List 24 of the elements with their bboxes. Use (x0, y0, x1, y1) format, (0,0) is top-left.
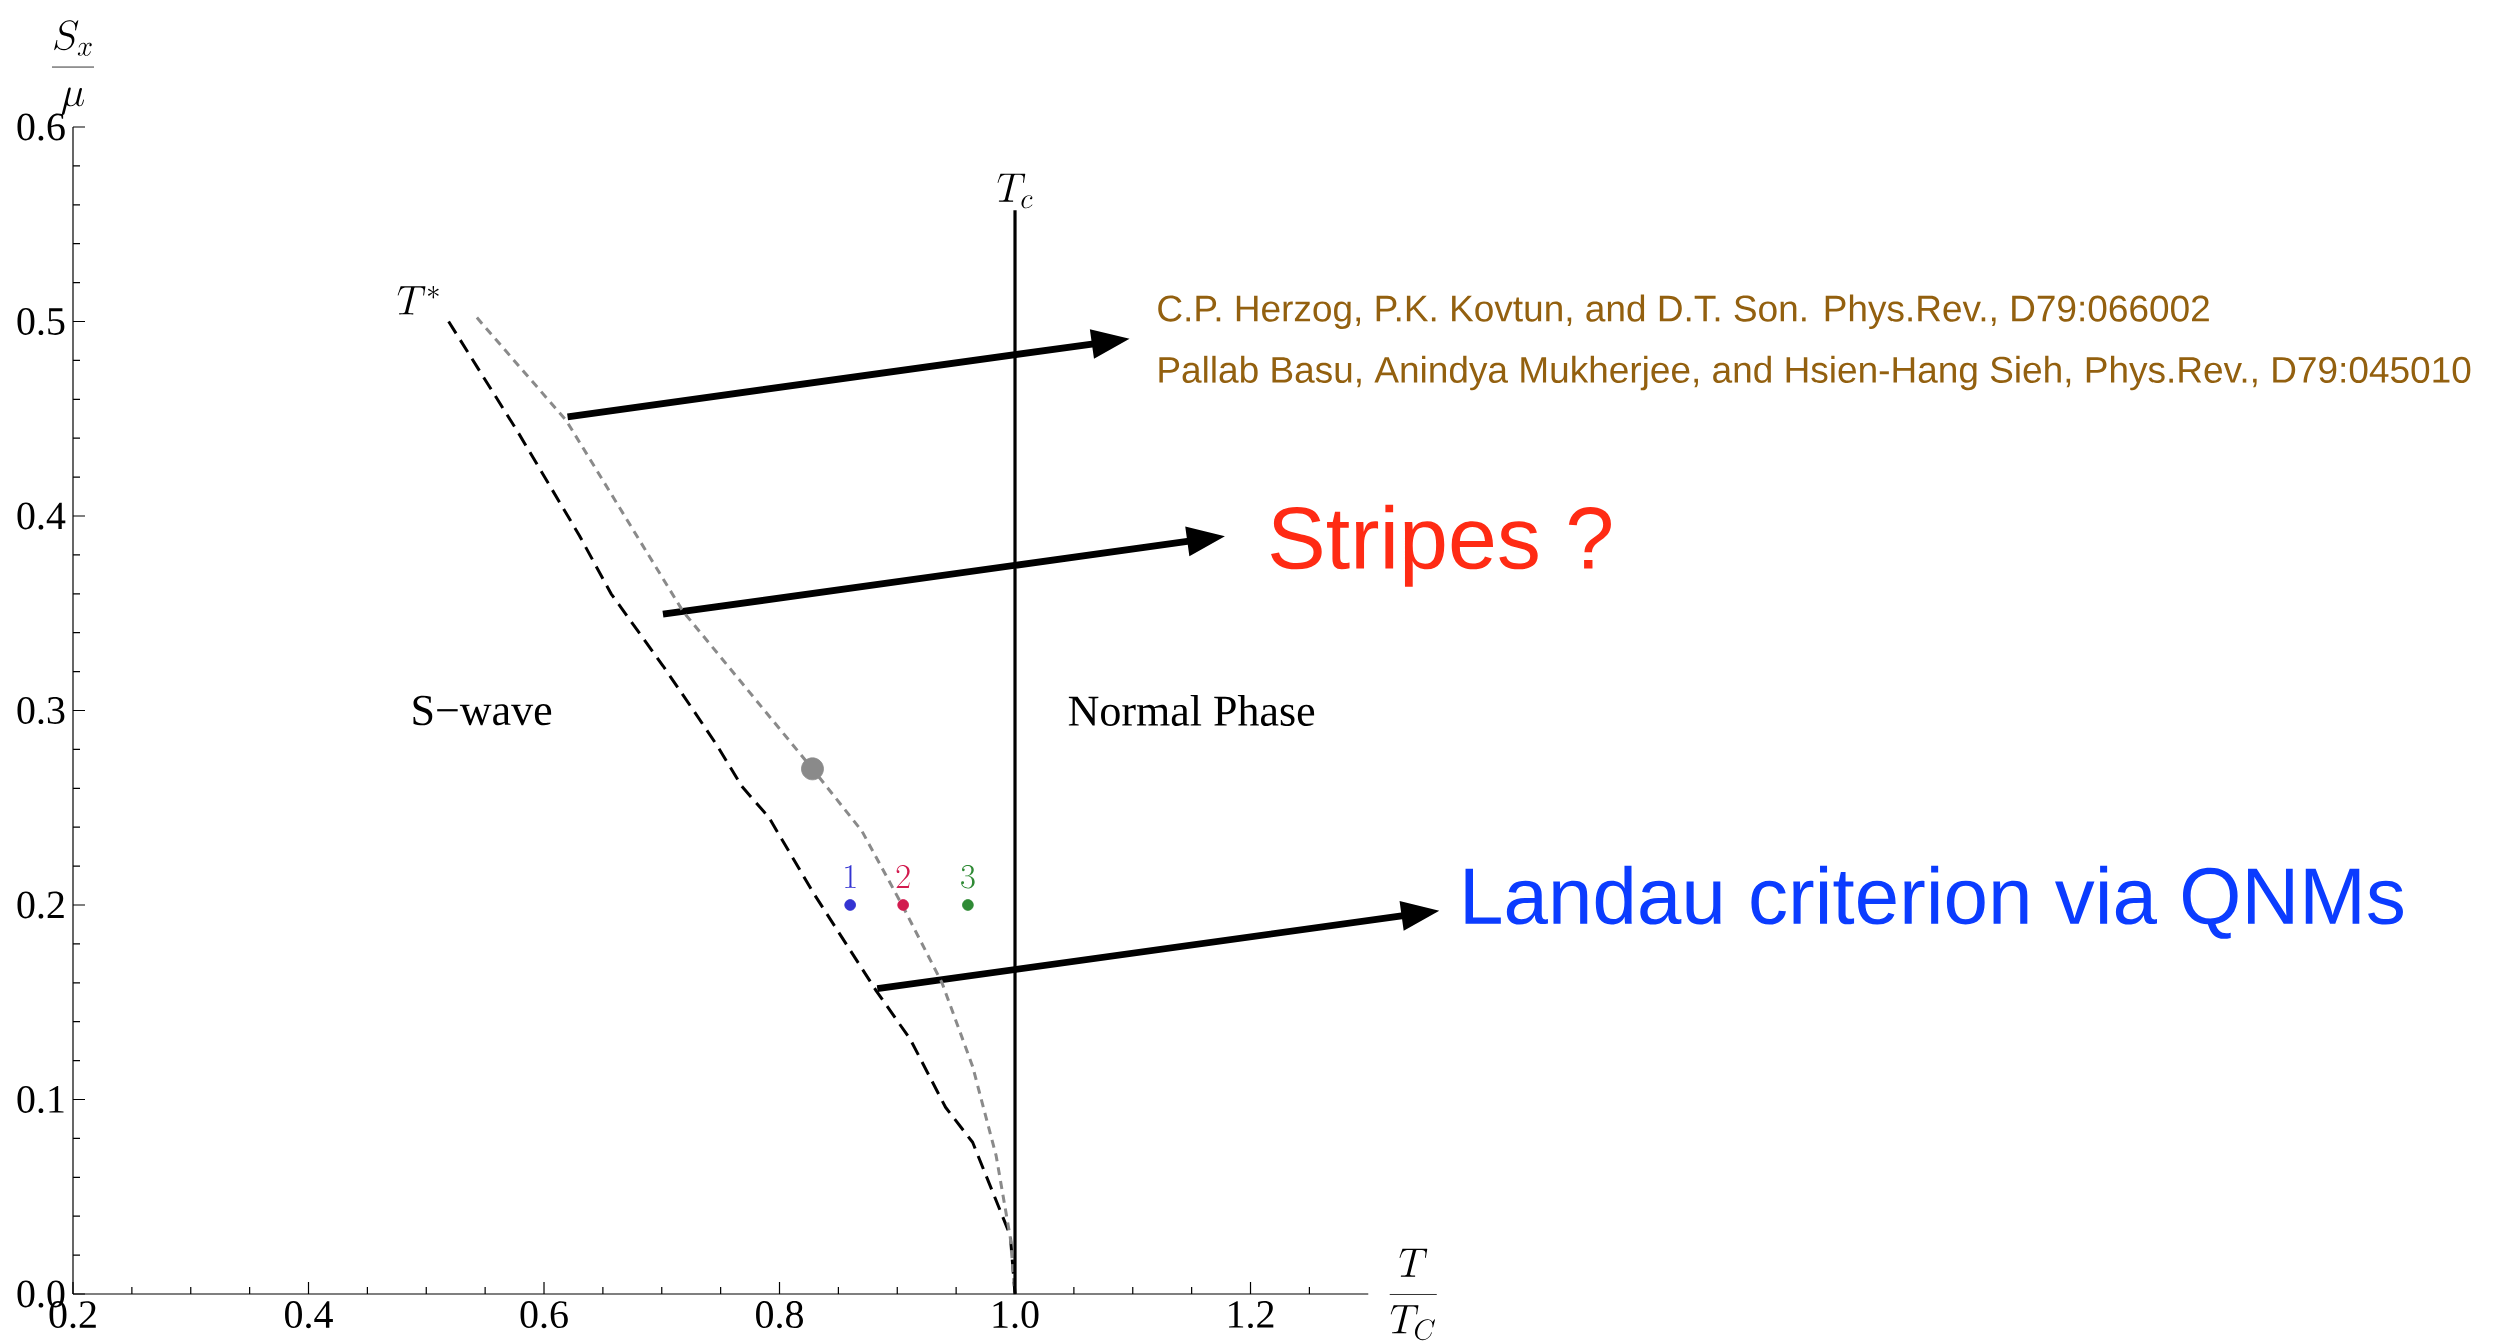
y-tick-label: 0.2 (17, 891, 64, 919)
series-label: $2$ (896, 865, 910, 888)
y-tick-label: 0.5 (17, 307, 65, 336)
y-tick-label: 0.1 (17, 1085, 64, 1114)
y-tick-label: 0.3 (17, 696, 65, 725)
series-label: $1$ (845, 865, 856, 888)
x-axis-title: $\frac{T}{T_C}$ (1389, 1248, 1437, 1341)
y-axis-title: $\frac{S_x}{\mu}$ (52, 20, 94, 115)
annotation: Normal Phase (1068, 695, 1315, 726)
annotation: Stripes ? (1271, 504, 1611, 587)
ref-line-label: $T_c$ (997, 173, 1033, 209)
annotation: S−wave (413, 695, 552, 726)
x-tick-label: 0.8 (756, 1301, 803, 1329)
y-tick-label: 0.6 (17, 113, 65, 141)
text: Landau criterion via QNMs (1465, 865, 2403, 939)
series-label: $3$ (961, 865, 975, 889)
x-tick-label: 0.4 (285, 1301, 333, 1329)
annotation: C.P. Herzog, P.K. Kovtun, and D.T. Son. Phys.Rev., D79:066002 (1158, 294, 2209, 330)
y-tick-label: 0.4 (17, 502, 66, 530)
x-tick-label: 1.2 (1229, 1301, 1274, 1329)
x-tick-label: 1.0 (993, 1301, 1039, 1329)
series-label: $T^*$ (397, 285, 439, 315)
annotation: Pallab Basu, Anindya Mukherjee, and Hsien-Hang Sieh, Phys.Rev., D79:045010 (1159, 355, 2471, 391)
x-tick-label: 0.6 (520, 1301, 568, 1329)
